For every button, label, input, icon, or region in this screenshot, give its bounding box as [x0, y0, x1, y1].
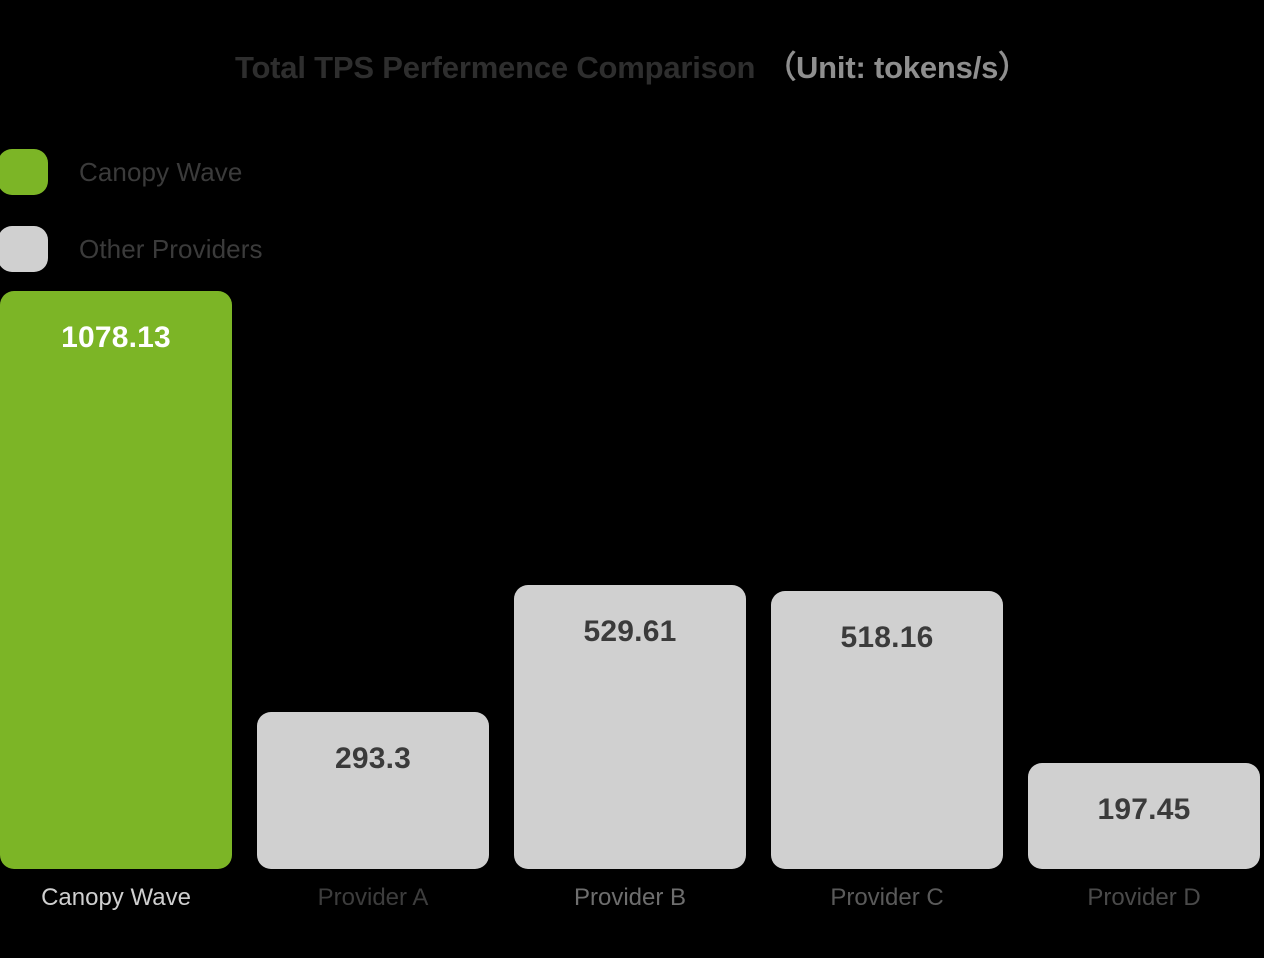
bar-group: 293.3 Provider A	[257, 291, 489, 911]
bar-group: 529.61 Provider B	[514, 291, 746, 911]
bar-value-label: 293.3	[334, 742, 412, 775]
x-axis-tick-label: Canopy Wave	[41, 884, 191, 911]
bar[interactable]: 529.61	[514, 585, 746, 869]
legend-swatch-icon	[0, 149, 48, 195]
x-axis-tick-label: Provider B	[573, 884, 687, 911]
x-axis-tick-label: Provider C	[830, 884, 944, 911]
legend-item-other-providers[interactable]: Other Providers	[0, 225, 263, 273]
legend-item-label: Canopy Wave	[79, 156, 243, 187]
bar[interactable]: 518.16	[771, 591, 1003, 869]
chart-title-unit: （Unit: tokens/s）	[765, 50, 1029, 85]
bar-group: 518.16 Provider C	[771, 291, 1003, 911]
x-axis-tick-label: Provider D	[1087, 884, 1201, 911]
x-axis-tick-label: Provider A	[317, 884, 429, 911]
page-title: Total TPS Perfermence Comparison （Unit: t…	[0, 42, 1264, 87]
bar-value-label: 529.61	[583, 615, 677, 648]
bar[interactable]: 1078.13	[0, 291, 232, 869]
legend-swatch-icon	[0, 226, 48, 272]
bar-group: 1078.13 Canopy Wave	[0, 291, 232, 911]
bar-group: 197.45 Provider D	[1028, 291, 1260, 911]
chart-legend: Canopy Wave Other Providers	[0, 148, 263, 302]
bar-value-label: 518.16	[840, 621, 934, 654]
bar-value-label: 197.45	[1097, 793, 1191, 826]
legend-item-canopy-wave[interactable]: Canopy Wave	[0, 148, 263, 196]
chart-title-main: Total TPS Perfermence Comparison	[235, 50, 756, 85]
bar[interactable]: 197.45	[1028, 763, 1260, 869]
bar-value-label: 1078.13	[61, 321, 171, 354]
legend-item-label: Other Providers	[79, 233, 263, 264]
bar[interactable]: 293.3	[257, 712, 489, 869]
